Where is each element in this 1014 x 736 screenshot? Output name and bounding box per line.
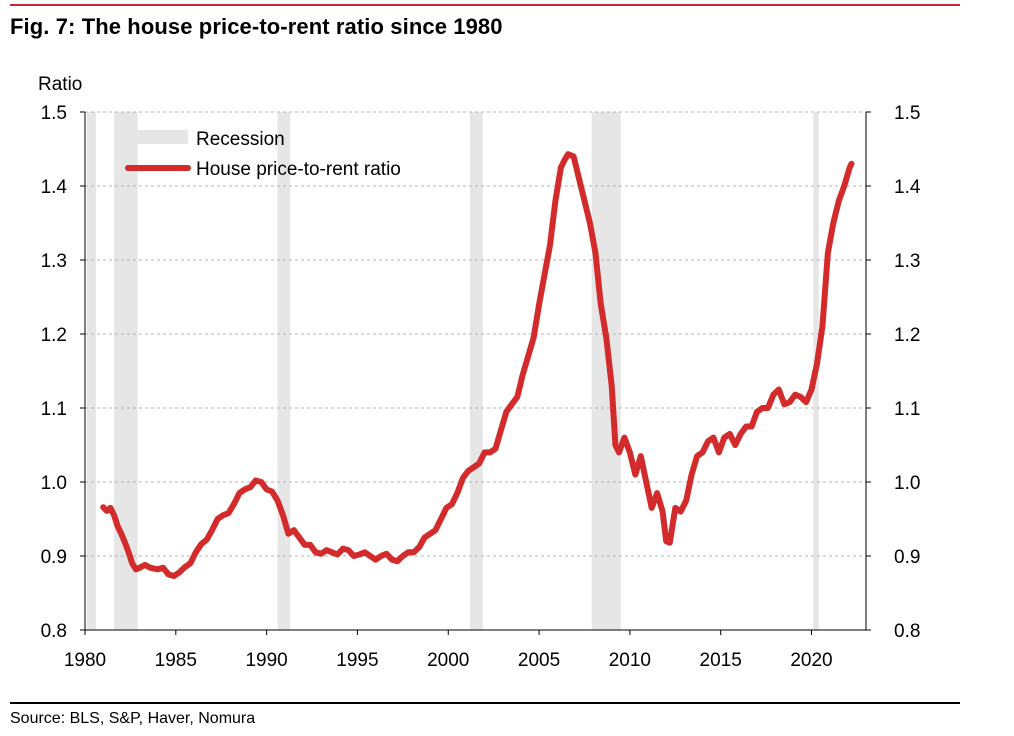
y-tick-label-left: 1.0 [41, 473, 67, 494]
y-tick-label-left: 1.4 [41, 177, 68, 198]
y-tick-label-left: 0.8 [41, 621, 67, 642]
bottom-rule [10, 702, 960, 704]
recession-band-4 [591, 112, 621, 630]
x-tick-label: 2000 [427, 650, 469, 671]
y-tick-label-left: 1.2 [41, 325, 67, 346]
y-tick-label-right: 0.9 [894, 547, 920, 568]
series-line-0 [100, 151, 855, 579]
recession-band-1 [114, 112, 138, 630]
y-axis-label: Ratio [38, 74, 82, 95]
legend-label-recession: Recession [196, 129, 285, 150]
y-tick-label-right: 1.1 [894, 399, 920, 420]
y-tick-label-right: 1.0 [894, 473, 920, 494]
legend-swatch-recession [128, 130, 188, 144]
x-tick-label: 1985 [155, 650, 197, 671]
y-tick-label-left: 1.5 [41, 103, 67, 124]
y-tick-label-right: 1.3 [894, 251, 920, 272]
legend-label-series: House price-to-rent ratio [196, 159, 401, 180]
source-note: Source: BLS, S&P, Haver, Nomura [10, 710, 256, 727]
x-tick-label: 2015 [700, 650, 742, 671]
x-tick-label: 1980 [64, 650, 106, 671]
y-tick-label-left: 1.1 [41, 399, 67, 420]
x-tick-label: 1995 [336, 650, 378, 671]
gridlines [85, 111, 866, 557]
legend: Recession House price-to-rent ratio [125, 129, 401, 180]
y-tick-label-right: 1.2 [894, 325, 920, 346]
recession-band-3 [470, 112, 483, 630]
recession-band-2 [277, 112, 291, 630]
y-tick-label-right: 0.8 [894, 621, 920, 642]
x-tick-label: 1990 [245, 650, 287, 671]
x-tick-label: 2010 [609, 650, 651, 671]
chart: 0.8 0.8 0.9 0.9 1.0 1.0 1.1 1.1 1.2 1.2 1.3 1.3 1.4 1… [38, 74, 921, 671]
chart-title: Fig. 7: The house price-to-rent ratio si… [10, 14, 503, 39]
x-tick-label: 2005 [518, 650, 560, 671]
y-tick-label-left: 1.3 [41, 251, 67, 272]
series-layer [100, 151, 855, 579]
y-tick-label-right: 1.5 [894, 103, 920, 124]
axes: 0.8 0.8 0.9 0.9 1.0 1.0 1.1 1.1 1.2 1.2 1.3 1.3 1.4 1… [41, 103, 921, 671]
y-tick-label-right: 1.4 [894, 177, 921, 198]
recession-band-0 [86, 112, 96, 630]
x-tick-label: 2020 [790, 650, 832, 671]
y-tick-label-left: 0.9 [41, 547, 67, 568]
top-rule [10, 4, 960, 6]
